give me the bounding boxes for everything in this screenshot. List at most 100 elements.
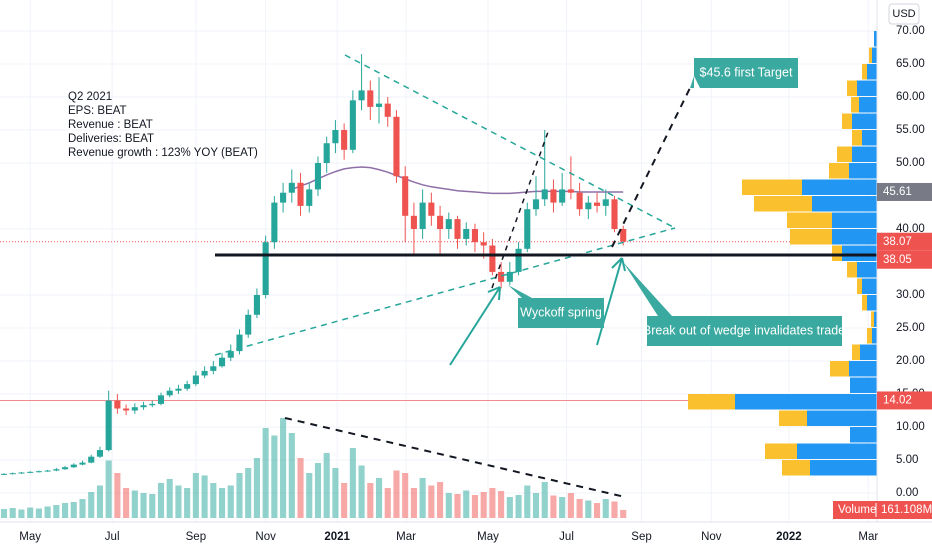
profile-down-bar — [852, 130, 862, 146]
volume-bar — [384, 488, 391, 518]
profile-up-bar — [842, 245, 877, 262]
volume-bar — [227, 485, 234, 518]
volume-bar — [410, 488, 417, 518]
profile-up-bar — [832, 229, 877, 245]
profile-up-bar — [872, 47, 877, 64]
volume-bar — [35, 508, 42, 518]
candle-body — [140, 405, 147, 408]
price-badge — [877, 250, 932, 269]
currency-box[interactable] — [888, 3, 920, 25]
profile-up-bar — [859, 97, 877, 113]
candle-body — [602, 199, 609, 206]
volume-bar — [131, 490, 138, 518]
volume-bar — [166, 479, 173, 518]
y-tick-label: 5.00 — [896, 454, 918, 466]
x-tick-label: May — [477, 531, 499, 543]
wedge-upper-line — [344, 54, 676, 229]
volume-bar — [437, 482, 444, 518]
target-line — [611, 87, 691, 248]
profile-up-bar — [862, 130, 877, 146]
candle-body — [515, 248, 522, 272]
volume-bar — [0, 509, 8, 518]
callout: Wyckoff spring — [508, 285, 604, 328]
volume-bar — [593, 503, 601, 518]
profile-down-bar — [688, 393, 735, 410]
volume-bar — [314, 463, 322, 518]
candle-body — [341, 130, 348, 150]
price-badge-label: 45.61 — [883, 186, 912, 198]
price-badge-label: 14.02 — [883, 394, 912, 406]
x-tick-label: Mar — [396, 531, 416, 543]
candle-body — [62, 467, 69, 470]
currency: USD — [892, 8, 915, 20]
candle-body — [314, 163, 322, 190]
candle-body — [480, 242, 487, 246]
arrows — [449, 257, 626, 366]
note: Q2 2021 — [68, 91, 112, 103]
candle-body — [184, 384, 191, 389]
y-tick-label: 50.00 — [896, 157, 925, 169]
profile-down-bar — [847, 80, 857, 97]
profile-up-bar — [874, 311, 877, 327]
callout: Break out of wedge invalidates trade — [623, 262, 845, 346]
volume-bar — [332, 468, 339, 518]
candle-body — [358, 90, 365, 101]
profile-down-bar — [754, 196, 812, 212]
candle-body — [53, 469, 60, 471]
candle-body — [349, 100, 356, 150]
candle-body — [454, 219, 461, 239]
volume-bar — [105, 460, 112, 518]
candle-body — [375, 103, 383, 107]
volume-bar — [114, 473, 121, 518]
profile-up-bar — [852, 113, 877, 130]
x-tick-label: Nov — [255, 531, 276, 543]
candle-body — [576, 192, 583, 210]
y-tick-label: 65.00 — [896, 58, 925, 70]
volume-bar — [201, 475, 208, 518]
volume-bar — [524, 485, 531, 518]
volume-bar — [253, 458, 260, 518]
candle-body — [27, 471, 34, 473]
notes: Q2 2021 EPS: BEAT Revenue : BEAT Deliver… — [68, 91, 258, 159]
volume-bar — [515, 495, 522, 518]
candle-body — [393, 116, 400, 177]
volume-bar — [96, 485, 103, 518]
candle-body — [445, 219, 452, 230]
volume-bar — [428, 485, 435, 518]
y-tick-label: 0.00 — [896, 487, 918, 499]
price-badge — [877, 391, 932, 410]
volume-bar — [419, 478, 426, 518]
profile-up-bar — [735, 393, 877, 410]
volume-bar — [157, 483, 165, 518]
y-tick-label: 25.00 — [896, 322, 925, 334]
volume-bar — [306, 473, 313, 518]
note: Revenue growth : 123% YOY (BEAT) — [68, 147, 258, 159]
volume-bar — [18, 509, 25, 518]
volume-bar — [140, 493, 147, 518]
candle-body — [253, 295, 260, 315]
candle-body — [306, 189, 313, 206]
candle-body — [262, 242, 269, 296]
profile-down-bar — [765, 443, 797, 459]
candle-body — [79, 462, 86, 465]
volume-bar — [498, 491, 505, 518]
candle-body — [532, 199, 540, 210]
profile-up-bar — [857, 262, 877, 278]
candle-body — [131, 407, 138, 411]
candle-body — [593, 202, 601, 206]
x-tick-label: May — [19, 531, 41, 543]
profile-up-bar — [867, 295, 877, 311]
volume-bar — [393, 470, 400, 518]
profile-up-bar — [850, 377, 877, 393]
candle-body — [506, 271, 513, 282]
profile-down-bar — [847, 262, 857, 278]
price-badge — [877, 182, 932, 201]
volume-bar — [236, 473, 243, 518]
candle-body — [114, 400, 121, 409]
profile-down-bar — [832, 245, 842, 262]
candle-body — [192, 375, 199, 385]
arrow — [449, 286, 501, 366]
price-axis-bg — [877, 0, 932, 550]
profile-down-bar — [869, 47, 872, 64]
candle-body — [96, 450, 103, 457]
